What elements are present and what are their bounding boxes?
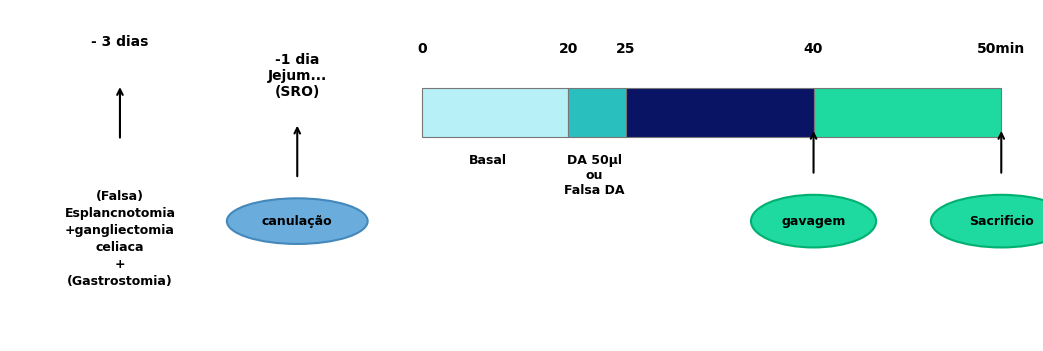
- Text: (Falsa)
Esplancnotomia
+gangliectomia
celiaca
+
(Gastrostomia): (Falsa) Esplancnotomia +gangliectomia ce…: [65, 190, 175, 288]
- Text: -1 dia
Jejum...
(SRO): -1 dia Jejum... (SRO): [268, 53, 326, 99]
- Text: 40: 40: [804, 42, 823, 56]
- Ellipse shape: [930, 195, 1043, 247]
- Text: - 3 dias: - 3 dias: [91, 35, 149, 49]
- Text: DA 50μl
ou
Falsa DA: DA 50μl ou Falsa DA: [564, 154, 625, 198]
- Text: 20: 20: [559, 42, 578, 56]
- Bar: [626, 88, 814, 137]
- Text: Sacrificio: Sacrificio: [969, 214, 1034, 228]
- Bar: [422, 88, 568, 137]
- Text: gavagem: gavagem: [781, 214, 846, 228]
- Bar: [814, 88, 1001, 137]
- Ellipse shape: [226, 198, 367, 244]
- Text: canulação: canulação: [262, 214, 333, 228]
- Text: 25: 25: [616, 42, 635, 56]
- Ellipse shape: [751, 195, 876, 247]
- Text: 50min: 50min: [977, 42, 1025, 56]
- Text: 0: 0: [417, 42, 428, 56]
- Text: Basal: Basal: [469, 154, 507, 167]
- Bar: [568, 88, 626, 137]
